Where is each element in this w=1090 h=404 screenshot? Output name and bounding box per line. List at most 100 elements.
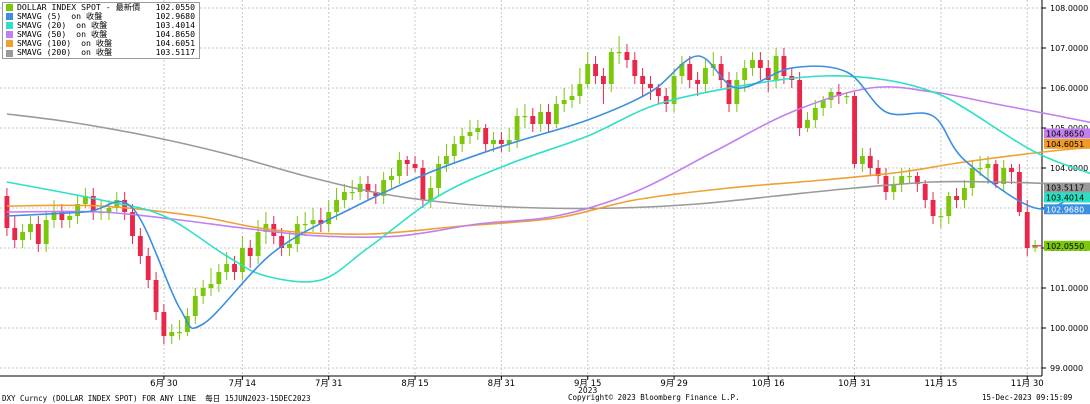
legend-value: 103.5117: [155, 47, 195, 58]
x-tick-label: 11月 30: [1011, 379, 1044, 389]
candle-body: [718, 64, 724, 80]
candle-body: [600, 76, 606, 84]
x-tick-label: 6月 30: [150, 379, 177, 389]
candle-body: [428, 188, 434, 200]
candle-body: [145, 256, 151, 280]
candle-body: [247, 248, 253, 256]
candle-body: [192, 296, 198, 316]
legend-swatch-sma100: [6, 40, 13, 48]
sma50-line: [6, 86, 1090, 239]
candle-body: [781, 56, 787, 76]
candle-body: [153, 280, 159, 312]
candle-body: [82, 196, 88, 204]
candle-body: [318, 220, 324, 224]
candle-body: [491, 140, 496, 144]
candle-body: [836, 92, 842, 96]
candle-body: [546, 112, 551, 124]
candle-body: [577, 84, 583, 96]
price-label-box: [1044, 240, 1090, 251]
candle-body: [224, 264, 230, 272]
candle-body: [891, 184, 897, 192]
candle-body: [734, 80, 740, 104]
candle-body: [773, 56, 779, 80]
legend-value: 104.8650: [155, 29, 195, 40]
candle-body: [703, 68, 708, 84]
candle-body: [624, 52, 630, 60]
candle-body: [43, 220, 49, 244]
candle-body: [616, 52, 622, 54]
legend-item-sma20: SMAVG (20) on 收盤 103.4014: [3, 21, 199, 30]
candle-body: [137, 236, 143, 256]
candle-body: [608, 52, 614, 84]
candle-body: [1009, 168, 1014, 172]
legend-item-sma200: SMAVG (200) on 收盤 103.5117: [3, 48, 199, 57]
y-tick-label: 104.0000: [1050, 164, 1088, 173]
candle-body: [883, 176, 889, 192]
candle-body: [679, 64, 685, 76]
candle-body: [161, 312, 167, 336]
legend-swatch-dxy: [6, 4, 13, 12]
plot-area: [0, 0, 1042, 376]
legend-label: SMAVG (200) on 收盤: [17, 48, 113, 58]
price-label: 102.0550: [1046, 242, 1084, 251]
x-tick-label: 8月 31: [488, 379, 515, 389]
candle-body: [208, 284, 214, 288]
candle-body: [585, 64, 591, 84]
candle-body: [396, 160, 402, 176]
candle-body: [828, 92, 834, 100]
candle-body: [200, 288, 206, 296]
candle-body: [805, 120, 810, 128]
candle-body: [922, 184, 928, 200]
price-label: 102.9680: [1046, 205, 1084, 214]
candle-body: [969, 168, 975, 188]
price-label: 104.6051: [1046, 140, 1084, 149]
candle-body: [279, 236, 285, 248]
price-label: 103.5117: [1046, 184, 1084, 193]
price-label-box: [1044, 204, 1090, 215]
candle-body: [122, 200, 128, 212]
candle-body: [51, 212, 57, 220]
candle-body: [310, 220, 316, 224]
candle-body: [930, 200, 936, 216]
legend-label: SMAVG (100) on 收盤: [17, 39, 113, 49]
footer-security-description: DXY Curncy (DOLLAR INDEX SPOT) FOR ANY L…: [2, 394, 311, 403]
candle-body: [859, 156, 865, 164]
candle-body: [538, 112, 544, 124]
candle-body: [632, 60, 638, 76]
candle-body: [106, 208, 112, 212]
candle-body: [553, 104, 559, 124]
legend-label: SMAVG (50) on 收盤: [17, 30, 108, 40]
candle-body: [1032, 246, 1038, 248]
candle-body: [263, 224, 269, 232]
candle-body: [381, 180, 387, 196]
candle-body: [765, 68, 771, 80]
legend-item-dxy: DOLLAR INDEX SPOT - 最新價 102.0550: [3, 2, 199, 12]
candle-body: [130, 212, 135, 236]
legend-label: SMAVG (5) on 收盤: [17, 12, 103, 22]
candle-body: [655, 88, 661, 96]
candle-body: [640, 76, 646, 84]
candle-body: [522, 116, 528, 118]
legend: DOLLAR INDEX SPOT - 最新價 102.0550 SMAVG (…: [2, 2, 200, 59]
candle-body: [169, 332, 175, 336]
candle-body: [820, 100, 826, 108]
y-tick-label: 101.0000: [1050, 284, 1088, 293]
candle-body: [899, 176, 905, 184]
candle-body: [852, 96, 857, 164]
candle-body: [954, 196, 960, 200]
candle-body: [412, 164, 418, 168]
candle-body: [232, 264, 237, 272]
candle-body: [287, 244, 292, 248]
legend-swatch-sma20: [6, 22, 13, 30]
sma200-line: [6, 113, 1090, 210]
candle-body: [812, 108, 818, 120]
candle-body: [946, 196, 952, 216]
candle-body: [506, 140, 512, 144]
legend-item-sma5: SMAVG (5) on 收盤 102.9680: [3, 11, 199, 22]
candle-body: [420, 168, 426, 200]
candle-body: [67, 216, 73, 220]
candle-body: [436, 164, 442, 188]
candle-body: [459, 136, 465, 144]
candle-body: [177, 332, 183, 334]
candle-body: [389, 176, 394, 180]
